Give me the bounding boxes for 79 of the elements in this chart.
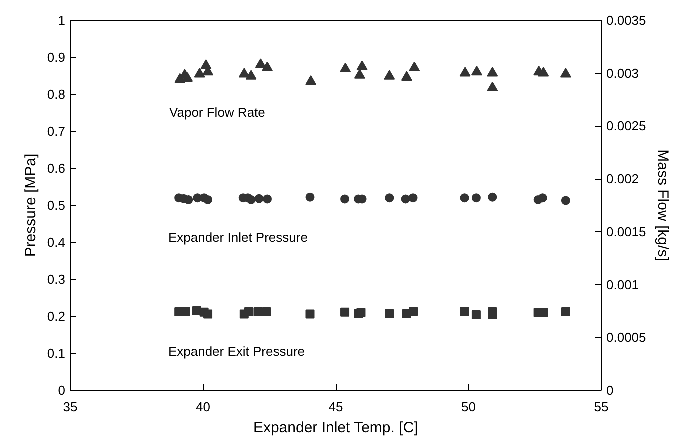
point <box>306 192 315 202</box>
point <box>306 76 317 86</box>
x-tick-label: 45 <box>328 400 344 414</box>
point <box>238 68 250 78</box>
y-tick-label: 0.2 <box>47 309 66 324</box>
x-tick-label: 35 <box>63 400 78 414</box>
point <box>539 308 548 318</box>
x-tick-label: 50 <box>462 400 476 414</box>
y-tick-label: 1 <box>58 13 66 28</box>
point <box>246 195 256 204</box>
y-axis-title: Pressure [MPa] <box>22 154 40 258</box>
y2-tick-label: 0.002 <box>606 172 640 187</box>
point <box>263 194 272 204</box>
y2-tick-label: 0.0035 <box>606 13 646 28</box>
point <box>472 194 481 203</box>
point <box>244 308 254 317</box>
point <box>487 82 498 92</box>
y-tick-label: 0 <box>58 383 66 398</box>
point <box>561 308 570 317</box>
point <box>262 62 273 72</box>
point <box>356 308 366 318</box>
y-tick-label: 0.7 <box>47 124 66 139</box>
point <box>488 308 498 317</box>
series-label: Expander Exit Pressure <box>168 344 306 360</box>
point <box>460 194 470 203</box>
y-tick-label: 0.4 <box>47 235 66 250</box>
y-tick-label: 0.3 <box>47 272 66 287</box>
y2-tick-label: 0.0025 <box>606 118 646 134</box>
point <box>182 72 194 82</box>
point <box>204 310 213 319</box>
point <box>538 194 548 203</box>
point <box>385 309 394 318</box>
y-tick-label: 0.1 <box>47 346 66 361</box>
x-tick-label: 40 <box>196 400 210 414</box>
y2-tick-label: 0 <box>606 383 614 398</box>
point <box>409 62 420 72</box>
point <box>460 67 471 77</box>
point <box>538 67 550 77</box>
y-tick-label: 0.9 <box>47 50 66 65</box>
point <box>488 192 498 202</box>
point <box>471 66 482 76</box>
point <box>194 68 206 78</box>
point <box>460 307 470 316</box>
point <box>560 68 572 78</box>
point <box>408 194 418 203</box>
y2-tick-label: 0.0015 <box>606 224 646 240</box>
x-axis-title: Expander Inlet Temp. [C] <box>253 420 418 436</box>
series-label: Vapor Flow Rate <box>170 105 266 120</box>
point <box>262 308 272 317</box>
y-tick-label: 0.5 <box>47 198 66 213</box>
point <box>384 70 396 80</box>
point <box>254 308 263 317</box>
y-tick-label: 0.6 <box>47 161 66 176</box>
point <box>246 70 257 80</box>
point <box>487 67 498 77</box>
y2-tick-label: 0.001 <box>606 277 640 292</box>
point <box>409 307 418 316</box>
point <box>354 69 366 79</box>
y2-tick-label: 0.003 <box>606 66 640 81</box>
point <box>561 196 570 206</box>
point <box>340 194 350 204</box>
point <box>184 195 194 204</box>
point <box>401 194 410 204</box>
text: Expander Inlet Pressure <box>168 230 308 246</box>
y-tick-label: 0.8 <box>47 87 66 102</box>
point <box>306 310 315 319</box>
y2-tick-label: 0.0005 <box>606 330 646 346</box>
point <box>385 194 394 203</box>
point <box>356 60 368 70</box>
point <box>204 195 213 204</box>
point <box>340 308 350 317</box>
point <box>340 62 352 73</box>
x-tick-label: 55 <box>594 400 609 414</box>
point <box>401 71 412 81</box>
point <box>255 58 266 68</box>
y2-axis-title: Mass Flow [kg/s] <box>654 150 672 262</box>
point <box>254 194 264 204</box>
point <box>181 307 190 316</box>
point <box>472 310 481 320</box>
